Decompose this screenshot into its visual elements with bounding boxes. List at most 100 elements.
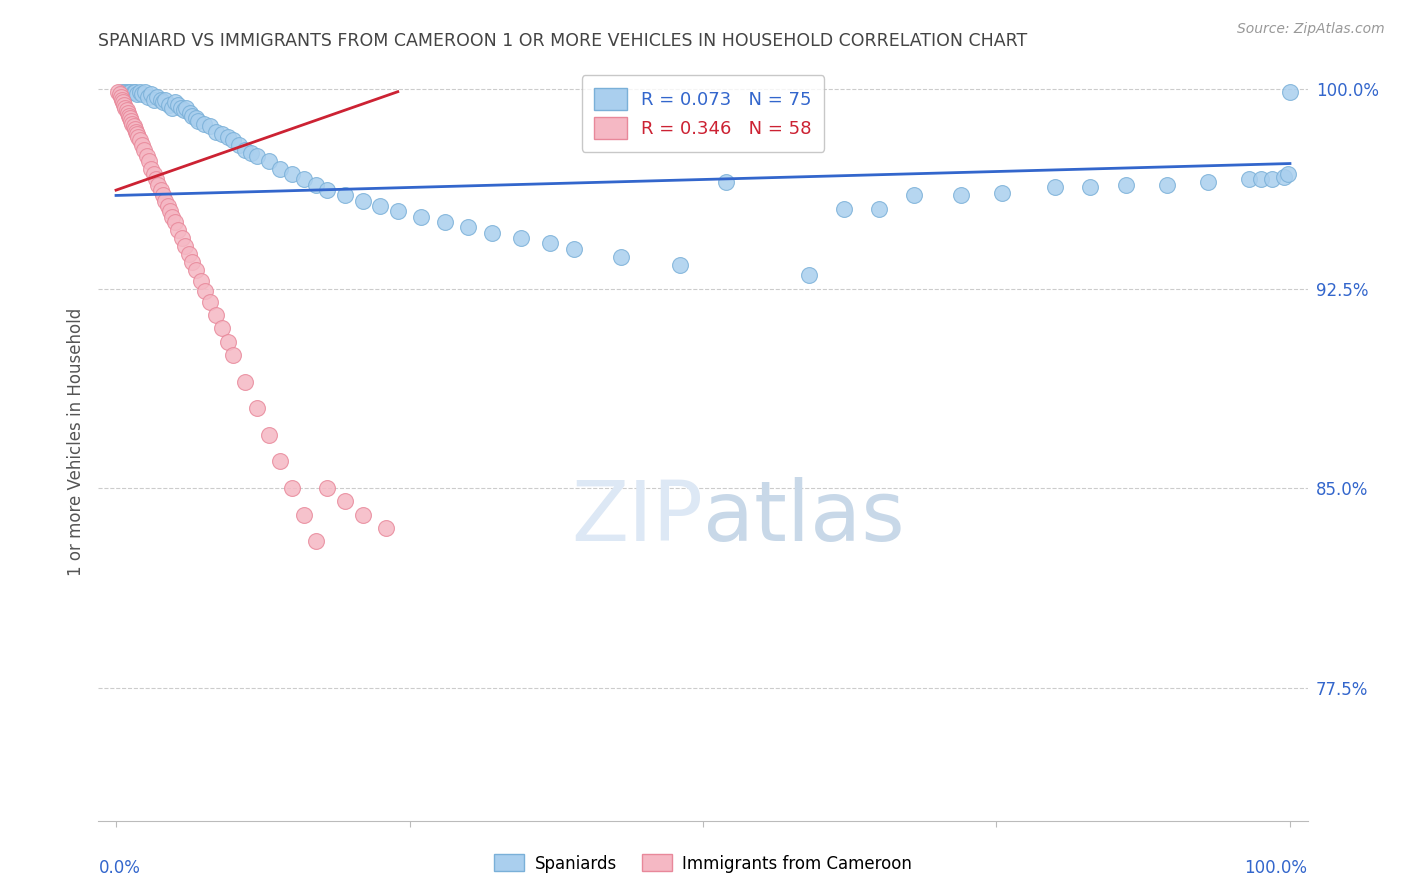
Point bbox=[1277, 167, 1299, 181]
Point bbox=[281, 167, 304, 181]
Point bbox=[162, 101, 184, 115]
Point bbox=[173, 103, 195, 118]
Point bbox=[217, 130, 239, 145]
Point bbox=[481, 226, 503, 240]
Text: ZIP: ZIP bbox=[571, 477, 703, 558]
Point bbox=[352, 194, 374, 208]
Point bbox=[145, 172, 167, 186]
Point bbox=[176, 101, 198, 115]
Point bbox=[233, 143, 256, 157]
Point bbox=[157, 98, 180, 112]
Point bbox=[127, 130, 149, 145]
Point bbox=[292, 508, 315, 522]
Point bbox=[269, 454, 291, 468]
Point bbox=[257, 428, 280, 442]
Point bbox=[387, 204, 409, 219]
Point bbox=[190, 274, 212, 288]
Point bbox=[156, 199, 179, 213]
Point bbox=[411, 210, 433, 224]
Point bbox=[204, 125, 226, 139]
Point bbox=[198, 120, 221, 134]
Point bbox=[562, 242, 585, 256]
Point bbox=[211, 128, 233, 142]
Point bbox=[155, 194, 177, 208]
Point bbox=[1115, 178, 1137, 192]
Point bbox=[304, 178, 326, 192]
Point bbox=[1250, 172, 1272, 186]
Point bbox=[193, 117, 215, 131]
Point bbox=[141, 161, 163, 176]
Point bbox=[131, 87, 153, 102]
Point bbox=[316, 183, 339, 197]
Point bbox=[114, 101, 136, 115]
Point bbox=[159, 204, 181, 219]
Point bbox=[136, 90, 159, 104]
Point bbox=[269, 161, 291, 176]
Point bbox=[134, 143, 156, 157]
Point bbox=[162, 210, 184, 224]
Point bbox=[211, 321, 233, 335]
Point bbox=[112, 95, 135, 110]
Point bbox=[121, 117, 143, 131]
Point bbox=[174, 239, 197, 253]
Point bbox=[125, 125, 148, 139]
Point bbox=[292, 172, 315, 186]
Point bbox=[333, 494, 356, 508]
Point bbox=[246, 401, 269, 416]
Point bbox=[120, 85, 142, 99]
Point bbox=[152, 95, 174, 110]
Point bbox=[134, 85, 156, 99]
Point bbox=[457, 220, 479, 235]
Point bbox=[304, 534, 326, 549]
Point bbox=[152, 188, 174, 202]
Point bbox=[228, 137, 250, 152]
Point bbox=[194, 284, 217, 298]
Point bbox=[127, 87, 149, 102]
Point bbox=[155, 93, 177, 107]
Point bbox=[146, 90, 169, 104]
Point bbox=[950, 188, 973, 202]
Legend: R = 0.073   N = 75, R = 0.346   N = 58: R = 0.073 N = 75, R = 0.346 N = 58 bbox=[582, 75, 824, 152]
Point bbox=[1278, 85, 1301, 99]
Point bbox=[222, 348, 245, 362]
Point bbox=[797, 268, 820, 283]
Point bbox=[352, 508, 374, 522]
Point bbox=[217, 334, 239, 349]
Point bbox=[169, 101, 191, 115]
Y-axis label: 1 or more Vehicles in Household: 1 or more Vehicles in Household bbox=[66, 308, 84, 575]
Point bbox=[1272, 169, 1295, 184]
Point bbox=[111, 85, 134, 99]
Point bbox=[368, 199, 391, 213]
Point bbox=[141, 87, 163, 102]
Point bbox=[179, 106, 201, 120]
Point bbox=[128, 132, 150, 146]
Text: 0.0%: 0.0% bbox=[98, 858, 141, 877]
Point bbox=[1156, 178, 1178, 192]
Point bbox=[868, 202, 890, 216]
Point bbox=[668, 258, 690, 272]
Point bbox=[184, 112, 207, 126]
Point bbox=[333, 188, 356, 202]
Point bbox=[246, 148, 269, 162]
Point bbox=[138, 153, 160, 168]
Text: 100.0%: 100.0% bbox=[1244, 858, 1308, 877]
Point bbox=[110, 90, 132, 104]
Point bbox=[903, 188, 925, 202]
Point bbox=[120, 112, 142, 126]
Point bbox=[281, 481, 304, 495]
Point bbox=[222, 132, 245, 146]
Point bbox=[149, 93, 172, 107]
Point bbox=[131, 137, 153, 152]
Point bbox=[135, 148, 157, 162]
Point bbox=[127, 128, 149, 142]
Point bbox=[142, 93, 165, 107]
Point bbox=[118, 109, 141, 123]
Point bbox=[198, 294, 221, 309]
Point bbox=[149, 183, 172, 197]
Point bbox=[124, 122, 146, 136]
Point bbox=[124, 85, 146, 99]
Point bbox=[107, 85, 129, 99]
Point bbox=[120, 114, 142, 128]
Point bbox=[257, 153, 280, 168]
Point bbox=[117, 85, 139, 99]
